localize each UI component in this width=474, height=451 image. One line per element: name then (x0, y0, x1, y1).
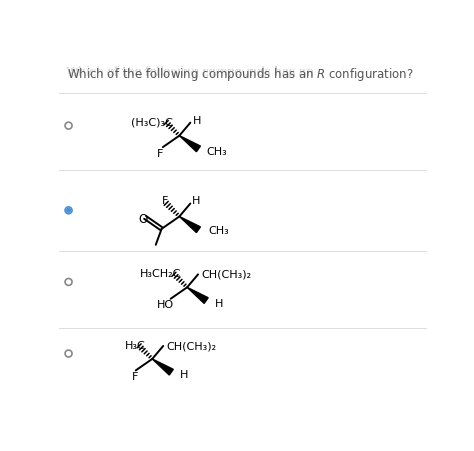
Polygon shape (187, 288, 208, 304)
Text: H: H (193, 116, 202, 126)
Text: CH(CH₃)₂: CH(CH₃)₂ (201, 269, 251, 279)
Text: F: F (157, 148, 163, 158)
Polygon shape (152, 359, 173, 375)
Polygon shape (179, 136, 201, 152)
Text: CH(CH₃)₂: CH(CH₃)₂ (166, 341, 216, 350)
Text: H: H (215, 298, 223, 308)
Text: H₃CH₂C: H₃CH₂C (139, 269, 181, 279)
Text: (H₃C)₃C: (H₃C)₃C (131, 118, 173, 128)
Text: F: F (162, 195, 169, 205)
Text: Which of the following compounds has an: Which of the following compounds has an (67, 66, 320, 78)
Text: H₃C: H₃C (125, 341, 146, 350)
Text: Which of the following compounds has an $R$ configuration?: Which of the following compounds has an … (67, 66, 414, 83)
Polygon shape (179, 217, 201, 233)
Text: H: H (192, 195, 200, 205)
Text: Which of the following compounds has an: Which of the following compounds has an (67, 66, 318, 78)
Circle shape (67, 209, 71, 213)
Text: CH₃: CH₃ (209, 226, 229, 236)
Text: CH₃: CH₃ (207, 147, 227, 156)
Text: HO: HO (157, 299, 174, 309)
Text: F: F (132, 371, 138, 381)
Text: H: H (180, 369, 189, 379)
Text: O: O (138, 212, 147, 225)
